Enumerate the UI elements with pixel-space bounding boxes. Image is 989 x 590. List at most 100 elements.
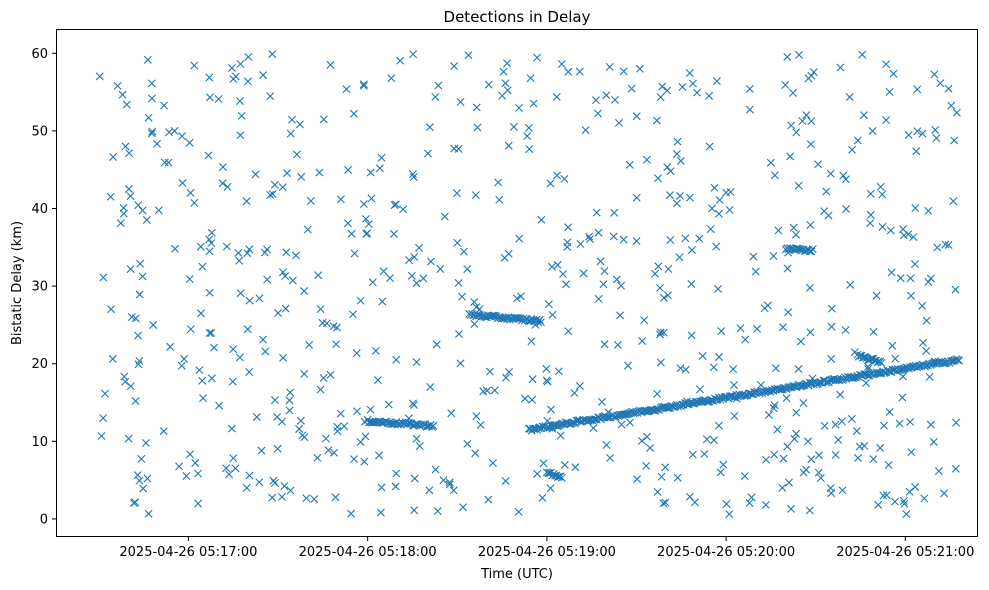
data-point: [868, 126, 877, 135]
data-point: [698, 352, 707, 361]
data-point: [617, 281, 626, 290]
data-point: [359, 81, 368, 90]
data-point: [769, 252, 778, 260]
data-point: [740, 391, 749, 400]
data-point: [470, 297, 479, 306]
data-point: [906, 417, 915, 426]
data-point: [329, 322, 338, 331]
data-point: [268, 493, 277, 502]
data-point: [449, 486, 458, 495]
data-point: [319, 115, 328, 124]
data-point: [410, 253, 419, 262]
data-point: [535, 315, 544, 324]
data-point: [725, 510, 734, 519]
data-point: [205, 288, 214, 297]
data-point: [473, 123, 482, 132]
data-point: [423, 149, 432, 158]
data-point: [889, 69, 898, 78]
data-point: [190, 61, 199, 70]
data-point: [261, 347, 270, 356]
data-point: [888, 341, 897, 350]
data-point: [714, 284, 722, 293]
data-point: [415, 243, 424, 252]
data-point: [366, 405, 375, 414]
data-point: [625, 418, 634, 427]
data-point: [952, 108, 961, 117]
data-point: [590, 415, 599, 424]
data-point: [715, 353, 724, 362]
data-point: [673, 137, 682, 146]
data-point: [688, 450, 697, 459]
data-point: [685, 193, 694, 202]
data-point: [516, 292, 525, 301]
data-point: [207, 228, 216, 237]
data-point: [778, 483, 787, 492]
data-point: [287, 115, 296, 124]
data-point: [705, 142, 714, 151]
data-point: [135, 290, 144, 299]
data-point: [707, 204, 716, 213]
data-point: [242, 197, 251, 206]
data-point: [118, 90, 127, 99]
data-point: [533, 53, 542, 62]
data-point: [523, 132, 532, 141]
data-point: [672, 199, 681, 208]
data-point: [314, 271, 323, 280]
data-point: [814, 160, 823, 169]
data-point: [594, 294, 603, 303]
data-point: [131, 498, 140, 507]
data-point: [657, 472, 666, 481]
data-point: [816, 474, 825, 483]
data-point: [207, 239, 216, 248]
data-point: [347, 229, 356, 238]
data-point: [539, 459, 548, 468]
data-point: [509, 122, 518, 131]
data-point: [235, 256, 244, 265]
data-point: [561, 418, 570, 427]
data-point: [109, 152, 118, 161]
data-point: [160, 101, 169, 110]
data-point: [862, 379, 870, 388]
data-point: [101, 389, 110, 398]
data-point: [235, 97, 244, 106]
data-point: [316, 305, 325, 314]
data-point: [245, 245, 254, 254]
data-point: [447, 409, 456, 418]
data-point: [560, 460, 569, 469]
data-point: [613, 340, 622, 349]
data-point: [463, 265, 472, 274]
data-point: [527, 337, 536, 346]
data-point: [794, 365, 803, 374]
y-tick-label: 10: [31, 435, 48, 450]
data-point: [918, 301, 927, 310]
data-point: [142, 215, 151, 224]
y-tick-label: 40: [31, 202, 48, 217]
data-point: [440, 212, 449, 221]
data-point: [463, 439, 472, 448]
data-point: [564, 327, 573, 336]
data-point: [138, 206, 147, 215]
data-point: [841, 175, 850, 184]
data-point: [610, 208, 619, 217]
data-point: [695, 234, 704, 243]
data-point: [489, 311, 498, 320]
data-point: [137, 454, 146, 463]
data-point: [452, 189, 461, 198]
data-point: [279, 353, 288, 362]
data-point: [872, 291, 881, 300]
data-point: [286, 388, 295, 397]
data-point: [807, 455, 816, 464]
data-point: [747, 493, 756, 502]
data-point: [795, 50, 803, 59]
y-tick-label: 0: [40, 512, 48, 527]
data-point: [751, 267, 760, 276]
data-point: [770, 171, 779, 180]
data-point: [134, 201, 143, 210]
data-point: [809, 68, 818, 77]
data-point: [926, 274, 935, 283]
data-point: [906, 274, 915, 283]
data-point: [445, 480, 454, 489]
data-point: [910, 260, 919, 269]
data-point: [553, 260, 562, 269]
data-point: [633, 475, 642, 484]
